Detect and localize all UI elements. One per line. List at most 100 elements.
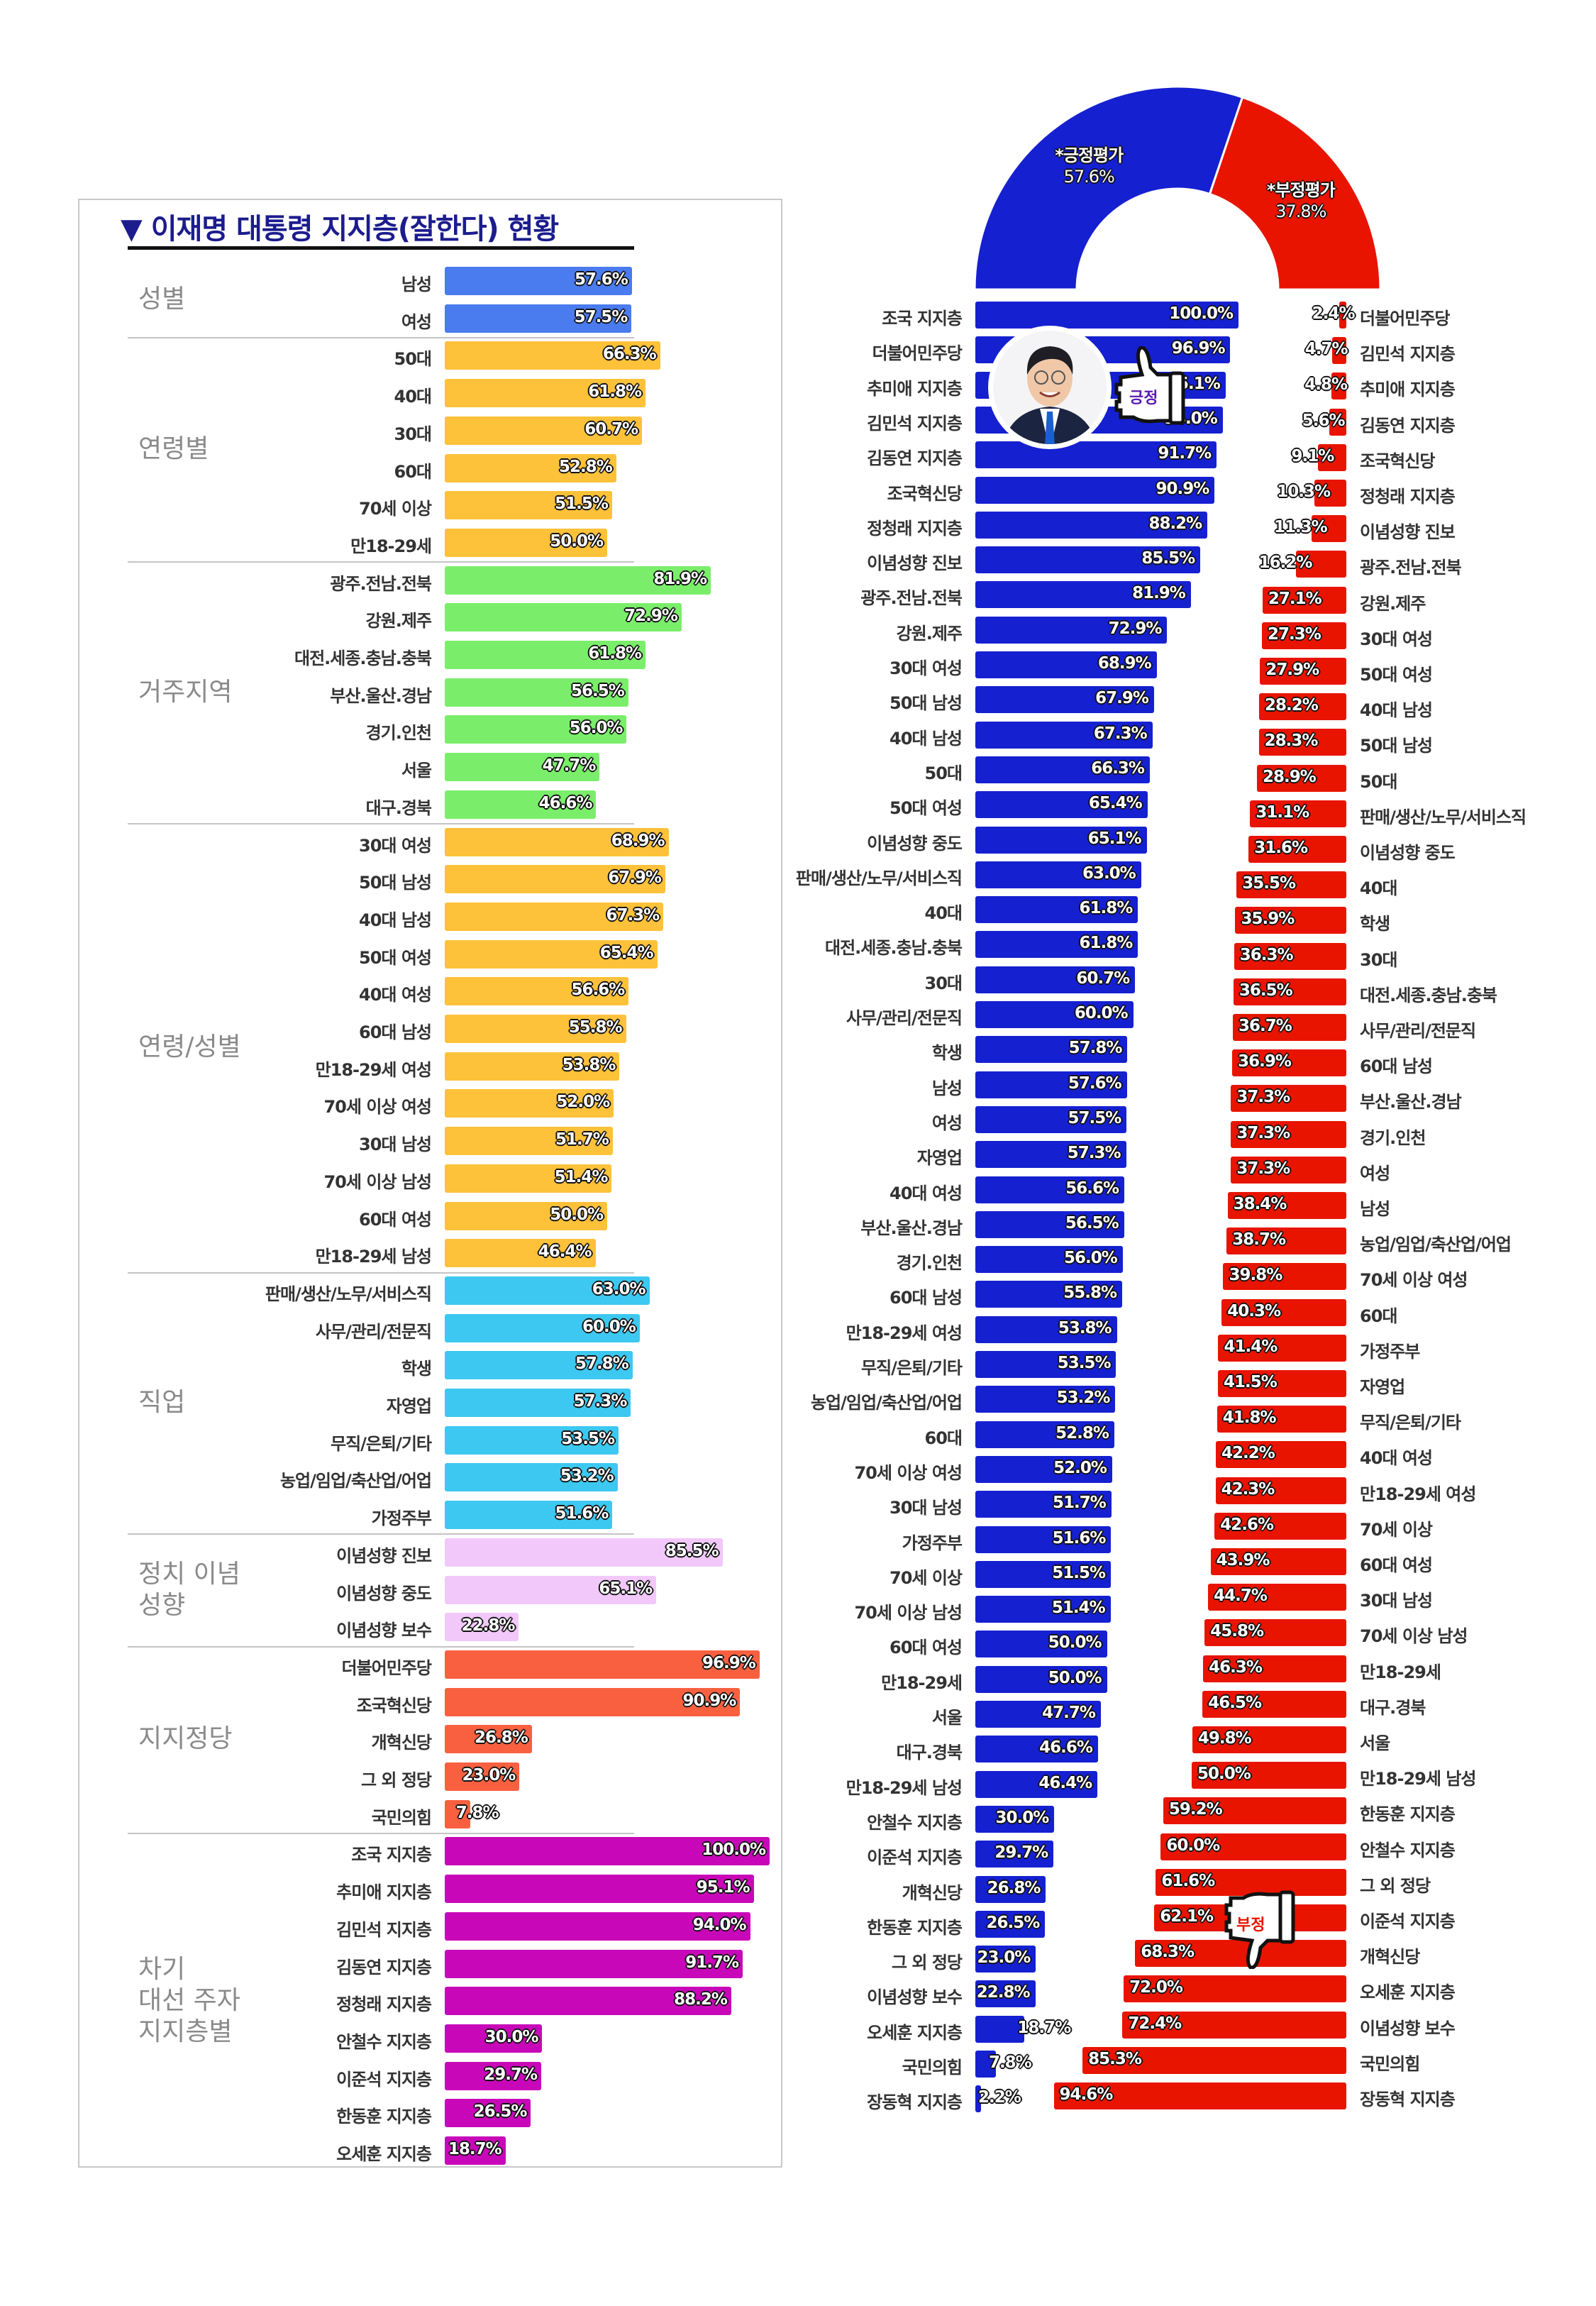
bar-value: 51.4% [554, 1167, 609, 1186]
positive-row-label: 50대 [924, 763, 963, 783]
positive-row-label: 판매/생산/노무/서비스직 [795, 868, 963, 888]
negative-bar-value: 61.6% [1161, 1871, 1215, 1890]
negative-bar [1160, 1833, 1346, 1860]
negative-row-label: 이념성향 중도 [1360, 843, 1456, 863]
bar [445, 715, 627, 744]
row-label: 70세 이상 여성 [323, 1097, 432, 1118]
positive-row-label: 김동연 지지층 [867, 448, 963, 469]
negative-bar [1053, 2082, 1346, 2109]
negative-row-label: 50대 남성 [1360, 736, 1433, 756]
bar [445, 491, 612, 520]
negative-bar [1122, 2011, 1346, 2039]
positive-bar [975, 1281, 1123, 1308]
bar-value: 26.5% [473, 2102, 528, 2122]
bar-value: 57.8% [575, 1355, 629, 1374]
bar-value: 53.2% [560, 1467, 614, 1486]
positive-bar [975, 791, 1148, 819]
negative-bar [1262, 586, 1346, 614]
bar-value: 60.7% [584, 419, 638, 438]
negative-bar-value: 16.2% [1258, 553, 1313, 573]
row-label: 경기.인천 [365, 723, 432, 744]
bar [445, 827, 669, 856]
positive-bar-value: 65.4% [1088, 794, 1143, 813]
positive-bar-value: 56.0% [1063, 1249, 1118, 1268]
negative-bar [1329, 408, 1346, 436]
negative-bar-value: 68.3% [1141, 1943, 1195, 1962]
row-label: 그 외 정당 [360, 1770, 432, 1790]
positive-bar [975, 476, 1215, 504]
section-label: 정치 이념 성향 [138, 1559, 240, 1620]
bar [445, 1239, 596, 1268]
positive-bar [975, 1665, 1107, 1693]
approval-semicircle-chart [973, 85, 1382, 291]
negative-bar-value: 39.8% [1229, 1266, 1282, 1285]
negative-bar [1248, 836, 1346, 863]
negative-row-label: 서울 [1360, 1733, 1390, 1753]
section-label: 직업 [138, 1388, 186, 1417]
positive-bar [975, 1736, 1098, 1763]
negative-bar-value: 4.8% [1304, 375, 1348, 395]
positive-bar-value: 51.7% [1053, 1494, 1107, 1513]
bar-value: 60.0% [582, 1317, 636, 1336]
row-label: 이념성향 진보 [336, 1545, 432, 1566]
bar [445, 566, 711, 595]
bar [445, 1201, 607, 1230]
negative-row-label: 학생 [1360, 914, 1390, 934]
positive-row-label: 이념성향 중도 [867, 833, 963, 854]
negative-bar-value: 36.3% [1239, 945, 1294, 964]
negative-bar-value: 41.4% [1224, 1337, 1278, 1356]
positive-bar [975, 1071, 1127, 1098]
negative-bar [1234, 942, 1346, 970]
bar-value: 23.0% [462, 1766, 516, 1784]
positive-bar-value: 67.3% [1093, 724, 1148, 743]
negative-row-label: 더불어민주당 [1360, 309, 1450, 329]
row-label: 40대 남성 [359, 910, 432, 930]
negative-row-label: 한동훈 지지층 [1360, 1804, 1456, 1825]
positive-bar-value: 60.0% [1074, 1004, 1129, 1022]
bar [445, 379, 646, 408]
bar-value: 30.0% [484, 2027, 539, 2046]
bar [445, 528, 607, 557]
bar-value: 51.5% [555, 495, 609, 514]
bar [445, 1089, 614, 1118]
bar-value: 56.5% [570, 681, 625, 700]
row-label: 30대 남성 [359, 1135, 432, 1155]
bar [445, 1052, 620, 1081]
negative-bar-value: 59.2% [1168, 1800, 1223, 1819]
positive-bar-value: 46.6% [1039, 1738, 1093, 1758]
bar [445, 1389, 631, 1417]
positive-row-label: 더불어민주당 [872, 343, 963, 364]
negative-bar-value: 45.8% [1210, 1622, 1264, 1641]
positive-bar-value: 96.9% [1171, 339, 1226, 358]
section-label: 거주지역 [138, 677, 233, 707]
positive-bar-value: 29.7% [994, 1843, 1048, 1863]
positive-row-label: 70세 이상 남성 [854, 1603, 963, 1623]
negative-row-label: 정청래 지지층 [1360, 487, 1456, 507]
positive-bar [975, 1036, 1128, 1064]
negative-bar [1296, 551, 1346, 578]
positive-row-label: 만18-29세 여성 [846, 1323, 963, 1343]
positive-bar [975, 1001, 1134, 1028]
row-label: 60대 [394, 461, 432, 482]
negative-row-label: 무직/은퇴/기타 [1360, 1413, 1461, 1433]
positive-bar-value: 67.9% [1095, 689, 1149, 708]
positive-bar [975, 1946, 1036, 1973]
positive-row-label: 50대 남성 [890, 693, 963, 714]
positive-bar [975, 1351, 1116, 1378]
positive-row-label: 50대 여성 [890, 798, 963, 819]
negative-bar [1231, 1120, 1346, 1148]
positive-bar-value: 50.0% [1048, 1633, 1102, 1653]
positive-row-label: 이준석 지지층 [867, 1848, 963, 1868]
negative-bar-value: 27.1% [1268, 589, 1322, 608]
positive-bar-value: 23.0% [977, 1948, 1031, 1968]
bar [445, 1949, 743, 1978]
negative-bar [1218, 1334, 1346, 1362]
negative-bar-value: 28.9% [1262, 767, 1317, 786]
bar-value: 53.8% [562, 1055, 616, 1074]
positive-row-label: 대전.세종.충남.충북 [825, 938, 963, 959]
bar [445, 341, 660, 370]
negative-bar-value: 72.4% [1128, 2014, 1182, 2033]
negative-bar [1210, 1548, 1346, 1575]
negative-row-label: 사무/관리/전문직 [1360, 1021, 1476, 1041]
negative-bar [1331, 337, 1346, 365]
